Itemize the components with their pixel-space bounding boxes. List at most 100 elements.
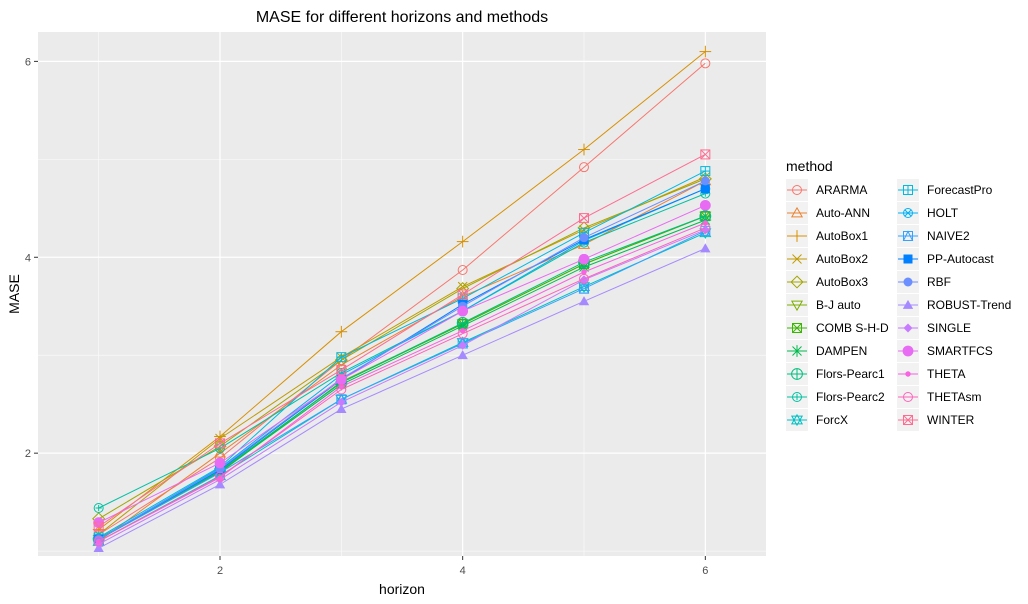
- data-point: [336, 384, 347, 395]
- legend-key-marker: [791, 368, 803, 380]
- series-line: [98, 180, 706, 540]
- legend-label: RBF: [927, 275, 951, 289]
- data-point: [336, 364, 347, 375]
- data-point: [214, 457, 226, 469]
- data-point: [457, 328, 468, 339]
- legend-key-marker: [902, 230, 914, 241]
- series-line: [98, 153, 706, 528]
- legend-item: THETA: [897, 363, 965, 385]
- y-tick-label: 6: [25, 56, 31, 68]
- plot-panel: [38, 32, 766, 556]
- legend-key-marker: [792, 254, 802, 264]
- legend-label: DAMPEN: [816, 344, 867, 358]
- legend-label: Flors-Pearc1: [816, 367, 885, 381]
- legend-item: AutoBox2: [786, 248, 868, 270]
- legend-item: DAMPEN: [786, 340, 867, 362]
- axes: 2 4 6 2 4 6: [25, 56, 709, 577]
- data-point: [578, 296, 590, 306]
- x-tick-label: 2: [217, 565, 223, 577]
- data-point: [457, 289, 468, 300]
- legend-item: SMARTFCS: [897, 340, 993, 362]
- legend-item: Flors-Pearc1: [786, 363, 885, 385]
- legend-label: ForecastPro: [927, 183, 993, 197]
- data-point: [579, 213, 589, 224]
- legend-label: WINTER: [927, 413, 975, 427]
- legend-label: ROBUST-Trend: [927, 298, 1011, 312]
- legend-key-marker: [790, 206, 804, 218]
- legend-label: SMARTFCS: [927, 344, 993, 358]
- data-point: [335, 358, 348, 370]
- legend-key-marker: [903, 185, 913, 195]
- series-line: [98, 222, 706, 542]
- series-line: [98, 230, 706, 540]
- data-point: [700, 58, 711, 69]
- y-tick-label: 2: [25, 448, 31, 460]
- legend-key-marker: [903, 277, 913, 287]
- legend-label: ARARMA: [816, 183, 867, 197]
- data-point: [578, 143, 590, 156]
- legend-item: NAIVE2: [897, 225, 970, 247]
- series-line: [98, 229, 706, 545]
- y-tick-label: 4: [25, 252, 31, 264]
- x-tick-label: 4: [460, 565, 466, 577]
- legend-label: B-J auto: [816, 298, 861, 312]
- legend-label: Auto-ANN: [816, 206, 870, 220]
- legend-item: HOLT: [897, 202, 959, 224]
- series-smartfcs: [93, 199, 711, 529]
- data-point: [578, 253, 590, 265]
- legend-key-marker: [792, 392, 802, 402]
- legend-item: ARARMA: [786, 179, 867, 201]
- legend-label: SINGLE: [927, 321, 971, 335]
- legend-label: THETAsm: [927, 390, 981, 404]
- data-point: [457, 350, 468, 360]
- data-point: [95, 538, 102, 545]
- data-point: [458, 340, 468, 350]
- data-point: [581, 269, 587, 275]
- legend-key-marker: [792, 185, 802, 195]
- series-line: [98, 227, 706, 542]
- legend-item: B-J auto: [786, 294, 861, 316]
- y-axis-title: MASE: [6, 274, 22, 314]
- data-point: [336, 403, 347, 413]
- legend-key-marker: [903, 415, 913, 425]
- legend-item: WINTER: [897, 409, 975, 431]
- legend-item: AutoBox3: [786, 271, 868, 293]
- legend-item: RBF: [897, 271, 951, 293]
- x-axis-title: horizon: [379, 581, 425, 597]
- legend-label: COMB S-H-D: [816, 321, 889, 335]
- data-point: [215, 471, 225, 482]
- legend-item: COMB S-H-D: [786, 317, 889, 339]
- legend-key-marker: [792, 323, 802, 333]
- data-point: [699, 210, 712, 223]
- legend-item: PP-Autocast: [897, 248, 994, 270]
- legend-label: Flors-Pearc2: [816, 390, 885, 404]
- legend-key-marker: [902, 345, 914, 357]
- legend-key-marker: [790, 413, 804, 427]
- data-point: [700, 176, 710, 186]
- legend-key-marker: [790, 300, 804, 312]
- data-point: [335, 374, 347, 386]
- data-point: [93, 521, 104, 532]
- series-layer: [92, 45, 712, 553]
- data-point: [579, 162, 589, 173]
- legend-item: Auto-ANN: [786, 202, 870, 224]
- legend-key-marker: [791, 230, 803, 242]
- data-point: [700, 222, 711, 233]
- data-point: [457, 265, 468, 276]
- data-point: [93, 503, 104, 514]
- data-point: [456, 235, 469, 248]
- series-theta: [95, 220, 709, 545]
- legend-label: PP-Autocast: [927, 252, 994, 266]
- series-line: [98, 170, 706, 538]
- series-thetasm: [93, 222, 711, 547]
- legend-key-marker: [790, 275, 804, 289]
- data-point: [700, 166, 711, 177]
- series-line: [98, 248, 706, 549]
- series-winter: [93, 149, 711, 532]
- series-line: [98, 204, 706, 524]
- legend-item: ROBUST-Trend: [897, 294, 1011, 316]
- data-point: [334, 353, 348, 367]
- legend-item: AutoBox1: [786, 225, 868, 247]
- legend-label: THETA: [927, 367, 965, 381]
